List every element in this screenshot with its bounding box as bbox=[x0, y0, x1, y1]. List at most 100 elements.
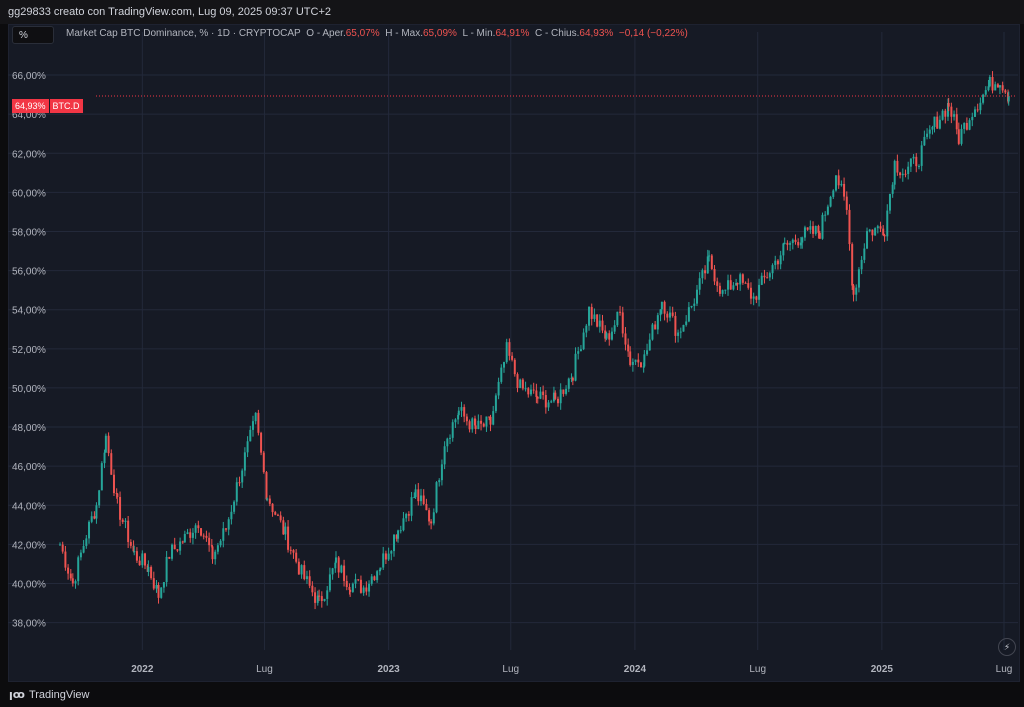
candle-body bbox=[238, 482, 241, 484]
candle-body bbox=[799, 242, 802, 246]
candle-body bbox=[79, 552, 82, 558]
candle-body bbox=[127, 520, 130, 543]
candle-body bbox=[826, 206, 829, 215]
candle-body bbox=[176, 549, 179, 551]
candle-body bbox=[326, 590, 329, 599]
candle-body bbox=[550, 401, 553, 403]
candle-body bbox=[265, 472, 268, 500]
candle-body bbox=[532, 389, 535, 391]
candle-body bbox=[67, 567, 70, 574]
candle-body bbox=[121, 519, 124, 522]
candle-body bbox=[674, 315, 677, 336]
candle-body bbox=[789, 243, 792, 245]
candle-body bbox=[747, 283, 750, 288]
candle-body bbox=[71, 578, 74, 584]
candle-body bbox=[432, 512, 435, 524]
candle-body bbox=[508, 342, 511, 356]
candle-body bbox=[494, 395, 497, 412]
candle-body bbox=[395, 534, 398, 539]
candle-body bbox=[241, 470, 244, 483]
candle-body bbox=[971, 116, 974, 121]
candle-body bbox=[677, 332, 680, 336]
candle-body bbox=[809, 226, 812, 230]
last-price-symbol: BTC.D bbox=[49, 99, 83, 113]
candle-body bbox=[449, 437, 452, 439]
candle-body bbox=[511, 355, 514, 360]
candle-body bbox=[736, 282, 739, 285]
candle-body bbox=[205, 535, 208, 538]
chart-area[interactable] bbox=[8, 24, 1020, 682]
candle-body bbox=[837, 175, 840, 186]
candle-body bbox=[370, 576, 373, 584]
candle-body bbox=[704, 270, 707, 274]
candle-body bbox=[440, 464, 443, 481]
percent-scale-button[interactable]: % bbox=[12, 26, 54, 44]
candle-body bbox=[382, 553, 385, 568]
candle-body bbox=[598, 320, 601, 327]
candle-body bbox=[171, 544, 174, 559]
candle-body bbox=[946, 102, 949, 117]
candle-body bbox=[716, 281, 719, 286]
candle-body bbox=[832, 190, 835, 197]
candle-body bbox=[536, 396, 539, 399]
candle-body bbox=[343, 565, 346, 581]
x-tick-label: 2023 bbox=[377, 664, 400, 675]
candle-body bbox=[354, 579, 357, 584]
candle-body bbox=[129, 542, 132, 546]
candle-body bbox=[893, 160, 896, 185]
tradingview-logo: ꞁꝏ TradingView bbox=[9, 688, 89, 701]
candle-body bbox=[251, 421, 254, 430]
candle-body bbox=[138, 560, 141, 566]
x-tick-label: Lug bbox=[256, 664, 273, 675]
candle-body bbox=[405, 514, 408, 519]
candle-body bbox=[547, 402, 550, 408]
candle-body bbox=[160, 587, 163, 598]
candle-body bbox=[752, 296, 755, 299]
candle-body bbox=[950, 106, 953, 117]
candle-body bbox=[947, 102, 950, 107]
candle-body bbox=[938, 119, 941, 129]
candle-body bbox=[552, 392, 555, 402]
candle-body bbox=[634, 359, 637, 362]
legend-high-label: H - Max. bbox=[385, 28, 423, 39]
chart-legend: Market Cap BTC Dominance, % · 1D · CRYPT… bbox=[66, 28, 688, 39]
candle-body bbox=[168, 556, 171, 559]
candle-body bbox=[323, 598, 326, 601]
candle-body bbox=[824, 214, 827, 216]
candle-body bbox=[230, 511, 233, 520]
candle-body bbox=[471, 418, 474, 430]
y-tick-label: 58,00% bbox=[12, 227, 46, 238]
candle-body bbox=[216, 545, 219, 552]
candle-body bbox=[648, 339, 651, 351]
candle-body bbox=[274, 512, 277, 515]
candle-body bbox=[132, 545, 135, 552]
candle-body bbox=[848, 209, 851, 245]
flash-icon[interactable]: ⚡ bbox=[998, 638, 1016, 656]
candle-body bbox=[706, 256, 709, 274]
candle-body bbox=[135, 551, 138, 561]
candle-body bbox=[219, 540, 222, 546]
candle-body bbox=[741, 274, 744, 283]
candle-body bbox=[289, 549, 292, 551]
candle-body bbox=[588, 306, 591, 326]
candle-body bbox=[957, 129, 960, 144]
candle-body bbox=[337, 557, 340, 573]
candle-body bbox=[976, 109, 979, 111]
candle-body bbox=[933, 116, 936, 128]
tradingview-brand: TradingView bbox=[28, 689, 90, 701]
candle-body bbox=[571, 377, 574, 381]
legend-open-value: 65,07% bbox=[345, 28, 380, 39]
candle-body bbox=[899, 172, 902, 176]
candle-body bbox=[718, 285, 721, 294]
candle-body bbox=[260, 432, 263, 453]
candle-body bbox=[103, 452, 106, 464]
candle-body bbox=[755, 296, 758, 300]
candle-body bbox=[349, 589, 352, 592]
candle-body bbox=[917, 165, 920, 167]
candle-body bbox=[222, 528, 225, 541]
candle-body bbox=[988, 77, 991, 87]
candle-body bbox=[443, 446, 446, 465]
candle-body bbox=[794, 239, 797, 242]
candle-body bbox=[605, 333, 608, 339]
